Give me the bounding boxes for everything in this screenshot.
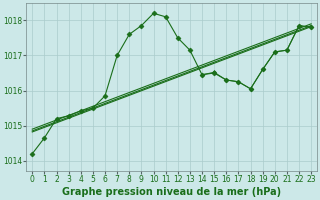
X-axis label: Graphe pression niveau de la mer (hPa): Graphe pression niveau de la mer (hPa) <box>62 187 281 197</box>
